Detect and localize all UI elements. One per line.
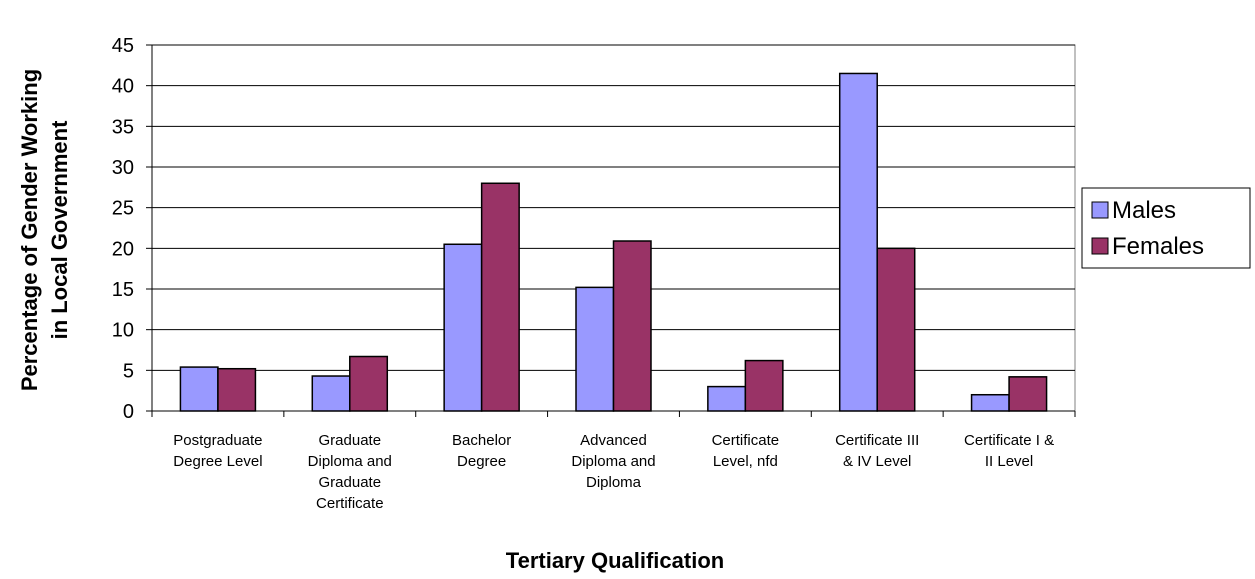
y-tick-label: 25	[112, 198, 134, 220]
y-tick-label: 0	[123, 401, 134, 423]
bar	[838, 72, 878, 412]
bar	[970, 393, 1010, 412]
y-tick-label: 10	[112, 320, 134, 342]
x-tick-label: Bachelor Degree	[452, 432, 512, 470]
y-tick-label: 45	[112, 35, 134, 57]
legend-label: Males	[1112, 197, 1176, 224]
legend-label: Females	[1112, 233, 1204, 260]
bar	[876, 247, 916, 412]
y-tick-label: 20	[112, 238, 134, 260]
bar	[1008, 376, 1048, 412]
bar	[443, 243, 483, 412]
y-tick-label: 5	[123, 360, 134, 382]
bar	[480, 182, 520, 412]
y-axis-title: Percentage of Gender Working in Local Go…	[17, 68, 72, 392]
y-tick-label: 40	[112, 76, 134, 98]
bar	[311, 375, 351, 412]
x-tick-label: Certificate Level, nfd	[711, 432, 780, 470]
x-tick-label: Advanced Diploma and Diploma	[571, 432, 656, 491]
bar	[707, 385, 747, 412]
bar	[179, 366, 219, 412]
bar	[612, 240, 652, 412]
bar	[744, 359, 784, 412]
y-tick-label: 35	[112, 116, 134, 138]
x-tick-label: Postgraduate Degree Level	[173, 432, 263, 470]
x-tick-label: Graduate Diploma and Graduate Certificat…	[307, 432, 392, 512]
bar	[349, 355, 389, 412]
legend-swatch	[1091, 201, 1109, 219]
legend-box	[1081, 187, 1251, 269]
y-tick-label: 30	[112, 157, 134, 179]
x-tick-label: Certificate III & IV Level	[835, 432, 920, 470]
y-tick-label: 15	[112, 279, 134, 301]
legend-swatch	[1091, 237, 1109, 255]
x-axis-title: Tertiary Qualification	[505, 548, 725, 573]
x-tick-label: Certificate I & II Level	[964, 432, 1055, 470]
bar	[575, 286, 615, 412]
bar	[217, 367, 257, 412]
